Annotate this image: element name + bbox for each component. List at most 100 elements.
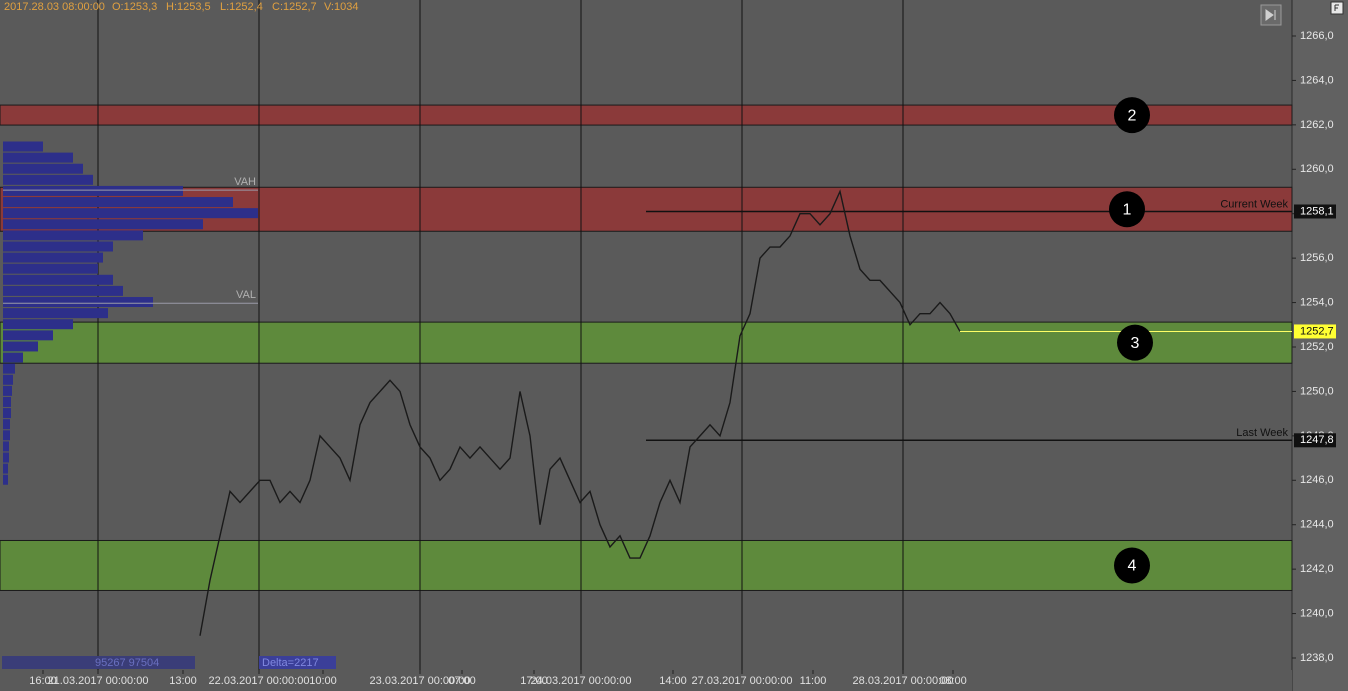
last-price-tag (1294, 324, 1336, 339)
price-line (199, 189, 961, 636)
price-axis-panel (1292, 0, 1348, 691)
zone-marker-label: 4 (1128, 558, 1137, 575)
profile-bar (3, 274, 113, 285)
settings-button[interactable] (1330, 1, 1344, 15)
profile-bar (3, 197, 233, 208)
value-area-label: VAL (236, 289, 256, 301)
x-tick-label: 21.03.2017 00:00:00 (48, 675, 149, 687)
profile-bar (3, 430, 10, 441)
header-high: H:1253,5 (166, 1, 211, 13)
x-tick-label: 27.03.2017 00:00:00 (692, 675, 793, 687)
button-icon (1334, 4, 1339, 11)
profile-bar (3, 396, 11, 407)
level-tag-label: 1247,8 (1300, 434, 1334, 446)
profile-bar (3, 285, 123, 296)
profile-bar (3, 441, 9, 452)
x-tick-label: 08:00 (939, 675, 967, 687)
profile-bar (3, 174, 93, 185)
footer-delta-box (259, 656, 336, 669)
y-tick-label: 1242,0 (1300, 563, 1334, 575)
profile-bar (3, 463, 8, 474)
y-tick-label: 1238,0 (1300, 652, 1334, 664)
value-area-label: VAH (234, 176, 256, 188)
zone-marker (1114, 97, 1150, 134)
profile-bar (3, 163, 83, 174)
y-tick-label: 1266,0 (1300, 30, 1334, 42)
profile-bar (3, 241, 113, 252)
y-tick-label: 1256,0 (1300, 252, 1334, 264)
y-tick-label: 1260,0 (1300, 163, 1334, 175)
profile-bar (3, 352, 23, 363)
y-tick-label: 1250,0 (1300, 385, 1334, 397)
y-tick-label: 1254,0 (1300, 296, 1334, 308)
zone-marker (1114, 547, 1150, 584)
profile-bar (3, 474, 8, 485)
x-tick-label: 22.03.2017 00:00:00 (209, 675, 310, 687)
zone (0, 539, 1293, 591)
zone-marker (1117, 324, 1153, 361)
last-price-label: 1252,7 (1300, 325, 1334, 337)
y-tick-label: 1246,0 (1300, 474, 1334, 486)
zone-marker (1109, 191, 1145, 228)
zone (0, 104, 1293, 126)
footer-volumes: 95267 97504 (95, 657, 159, 669)
x-tick-label: 17:00 (520, 675, 548, 687)
profile-bar (3, 452, 9, 463)
x-tick-label: 16:00 (29, 675, 57, 687)
x-tick-label: 10:00 (309, 675, 337, 687)
level-name: Current Week (1220, 198, 1288, 210)
header-close: C:1252,7 (272, 1, 317, 13)
x-tick-label: 11:00 (800, 675, 827, 687)
profile-bar (3, 297, 153, 308)
profile-bar (3, 419, 10, 430)
level-tag (1294, 204, 1336, 219)
level-name: Last Week (1236, 427, 1288, 439)
header-time: 2017.28.03 08:00:00 (4, 1, 105, 13)
profile-bar (3, 219, 203, 230)
profile-bar (3, 319, 73, 330)
zone-marker-label: 2 (1128, 107, 1137, 124)
y-tick-label: 1252,0 (1300, 341, 1334, 353)
zone (0, 321, 1293, 364)
profile-bar (3, 341, 38, 352)
profile-bar (3, 374, 13, 385)
x-tick-label: 07:00 (448, 675, 476, 687)
profile-bar (3, 152, 73, 163)
profile-bar (3, 330, 53, 341)
footer-volumes-box (2, 656, 195, 669)
header-open: O:1253,3 (112, 1, 157, 13)
profile-bar (3, 308, 108, 319)
header-low: L:1252,4 (220, 1, 263, 13)
profile-bar (3, 363, 15, 374)
y-tick-label: 1264,0 (1300, 74, 1334, 86)
profile-bar (3, 385, 12, 396)
y-tick-label: 1240,0 (1300, 607, 1334, 619)
footer-delta: Delta=2217 (262, 657, 319, 669)
x-tick-label: 24.03.2017 00:00:00 (531, 675, 632, 687)
level-tag (1294, 433, 1336, 448)
profile-bar (3, 230, 143, 241)
button-icon (1265, 9, 1276, 21)
profile-bar (3, 141, 43, 152)
time-axis-panel (0, 670, 1292, 691)
header-volume: V:1034 (324, 1, 358, 13)
profile-bar (3, 408, 11, 419)
x-tick-label: 23.03.2017 00:00:00 (370, 675, 471, 687)
y-tick-label: 1262,0 (1300, 119, 1334, 131)
profile-bar (3, 263, 98, 274)
profile-bar (3, 252, 103, 263)
level-tag-label: 1258,1 (1300, 205, 1334, 217)
zone-marker-label: 1 (1123, 201, 1132, 218)
x-tick-label: 14:00 (659, 675, 687, 687)
x-tick-label: 28.03.2017 00:00:00 (853, 675, 954, 687)
y-tick-label: 1244,0 (1300, 519, 1334, 531)
header: 2017.28.03 08:00:00 O:1253,3 H:1253,5 L:… (4, 1, 358, 13)
x-tick-label: 13:00 (169, 675, 197, 687)
profile-bar (3, 185, 183, 196)
profile-bar (3, 208, 258, 219)
scroll-end-button[interactable] (1260, 4, 1282, 26)
zone-marker-label: 3 (1131, 335, 1140, 352)
